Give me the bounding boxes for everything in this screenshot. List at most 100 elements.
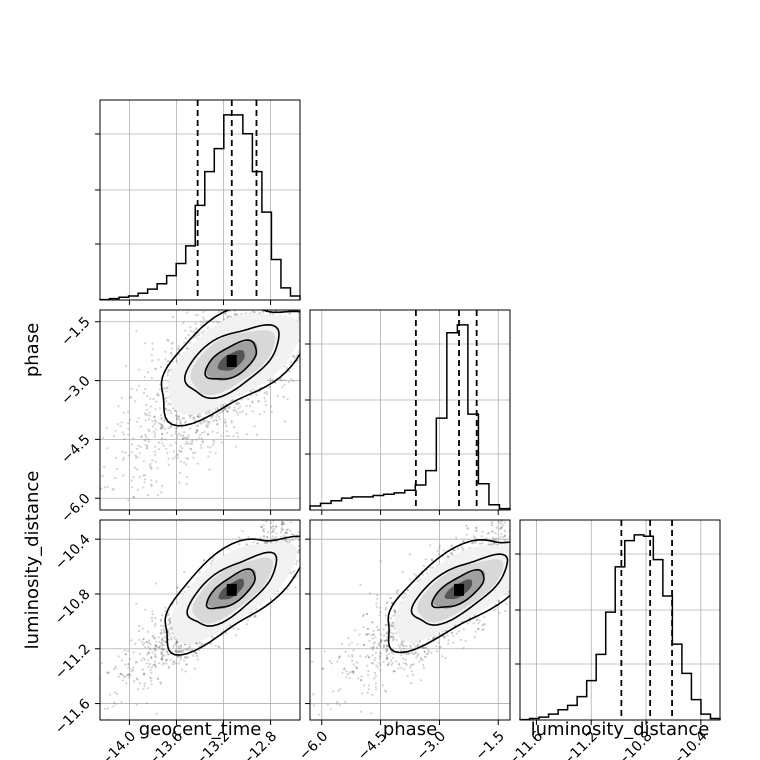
sample-point	[290, 360, 293, 363]
sample-point	[146, 413, 149, 416]
sample-point	[258, 312, 261, 315]
sample-point	[212, 557, 215, 560]
sample-point	[312, 297, 314, 299]
sample-point	[208, 411, 211, 414]
sample-point	[184, 420, 187, 423]
sample-point	[155, 428, 158, 431]
sample-point	[127, 666, 130, 669]
sample-point	[226, 316, 229, 319]
sample-point	[237, 407, 240, 410]
sample-point	[167, 629, 170, 632]
sample-point	[111, 488, 114, 491]
sample-point	[175, 418, 178, 421]
sample-point	[212, 441, 216, 444]
sample-point	[224, 418, 227, 421]
sample-point	[196, 415, 200, 418]
sample-point	[136, 455, 139, 458]
sample-point	[122, 675, 126, 678]
sample-point	[270, 521, 273, 524]
sample-point	[169, 425, 172, 428]
sample-point	[475, 618, 479, 621]
sample-point	[220, 405, 223, 408]
sample-point	[264, 307, 266, 309]
sample-point	[475, 526, 478, 530]
sample-point	[392, 638, 395, 641]
sample-point	[510, 521, 512, 523]
sample-point	[293, 356, 297, 359]
sample-point	[266, 536, 269, 539]
sample-point	[177, 662, 180, 665]
sample-point	[286, 398, 289, 401]
sample-point	[127, 422, 130, 425]
sample-point	[211, 443, 214, 447]
sample-point	[236, 413, 239, 416]
sample-point	[283, 383, 286, 386]
sample-point	[145, 662, 148, 665]
sample-point	[465, 524, 468, 527]
sample-point	[184, 421, 187, 424]
sample-point	[150, 677, 153, 680]
sample-point	[166, 431, 169, 434]
sample-point	[204, 424, 208, 427]
sample-point	[347, 637, 350, 640]
sample-point	[169, 621, 172, 624]
sample-point	[286, 588, 289, 591]
sample-point	[262, 535, 265, 538]
sample-point	[157, 422, 161, 425]
sample-point	[144, 444, 147, 447]
sample-point	[356, 643, 359, 646]
sample-point	[481, 530, 484, 533]
sample-point	[265, 307, 267, 309]
sample-point	[133, 466, 137, 469]
sample-point	[252, 541, 255, 544]
sample-point	[321, 243, 323, 245]
sample-point	[202, 321, 205, 324]
sample-point	[126, 673, 129, 677]
sample-point	[481, 624, 484, 627]
sample-point	[164, 640, 167, 643]
sample-point	[190, 442, 193, 445]
sample-point	[149, 648, 152, 651]
sample-point	[174, 414, 177, 417]
sample-point	[265, 520, 268, 523]
sample-point	[230, 419, 233, 422]
sample-point	[292, 355, 295, 358]
sample-point	[158, 645, 162, 648]
sample-point	[197, 424, 200, 427]
sample-point	[161, 614, 164, 617]
sample-point	[122, 456, 126, 459]
sample-point	[166, 373, 169, 377]
sample-point	[147, 651, 150, 654]
sample-point	[151, 359, 154, 362]
sample-point	[74, 689, 76, 691]
sample-point	[136, 420, 139, 423]
sample-point	[174, 649, 177, 653]
sample-point	[473, 536, 476, 539]
sample-point	[158, 407, 162, 410]
sample-point	[195, 652, 198, 655]
sample-point	[227, 405, 230, 408]
sample-point	[302, 587, 304, 589]
sample-point	[169, 627, 172, 631]
sample-point	[184, 329, 187, 332]
sample-point	[211, 430, 214, 433]
sample-point	[177, 456, 180, 459]
sample-point	[136, 468, 139, 471]
sample-point	[478, 619, 481, 623]
sample-point	[232, 435, 235, 438]
sample-point	[211, 302, 213, 304]
sample-point	[285, 540, 288, 543]
sample-point	[393, 670, 396, 673]
sample-point	[145, 701, 148, 705]
sample-point	[196, 415, 200, 418]
sample-point	[183, 417, 186, 420]
sample-point	[160, 624, 163, 627]
sample-point	[370, 712, 373, 715]
sample-point	[148, 465, 151, 468]
sample-point	[135, 661, 138, 664]
sample-point	[128, 418, 131, 422]
sample-point	[273, 308, 275, 310]
sample-point	[164, 609, 167, 613]
sample-point	[284, 531, 287, 534]
sample-point	[167, 339, 170, 343]
